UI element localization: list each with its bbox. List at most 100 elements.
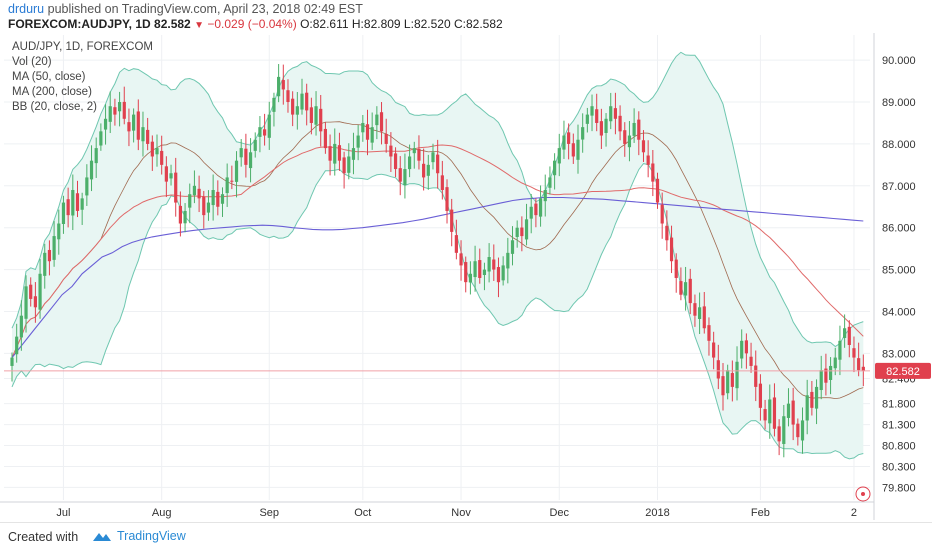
- candle: [38, 273, 42, 310]
- tradingview-cloud-icon: [93, 533, 111, 541]
- last-price-tag: [875, 362, 931, 379]
- candle: [323, 128, 327, 149]
- candle: [520, 227, 524, 237]
- ma200-line: [11, 196, 864, 358]
- candle: [351, 148, 356, 160]
- candle: [669, 237, 674, 262]
- candle: [744, 340, 748, 354]
- candle: [651, 163, 655, 182]
- candle: [693, 303, 697, 316]
- candle: [548, 177, 552, 188]
- legend-vol[interactable]: Vol (20): [12, 56, 52, 68]
- price-change: −0.029 (−0.04%): [207, 17, 297, 31]
- candle: [754, 365, 758, 387]
- candle: [641, 140, 646, 153]
- candle: [861, 366, 865, 371]
- candle: [309, 107, 313, 123]
- candle: [613, 108, 618, 119]
- candle: [777, 426, 781, 442]
- candle: [19, 315, 23, 338]
- y-tick-label: 87.000: [882, 181, 916, 193]
- candle: [730, 373, 734, 387]
- candle: [712, 342, 716, 358]
- ohlc-values: O:82.611 H:82.809 L:82.520 C:82.582: [300, 17, 503, 31]
- candle: [291, 98, 295, 115]
- candle: [529, 206, 533, 219]
- candle: [496, 267, 501, 283]
- candle: [585, 114, 589, 124]
- bollinger-band-fill: [12, 52, 864, 459]
- tradingview-logo[interactable]: TradingView: [90, 529, 186, 543]
- created-with-text: Created with: [8, 530, 79, 544]
- candle: [85, 177, 89, 196]
- x-tick-label: Oct: [354, 507, 371, 519]
- candle: [328, 146, 332, 161]
- candle: [188, 194, 192, 208]
- candle: [47, 249, 52, 262]
- y-tick-label: 79.800: [882, 482, 916, 494]
- candle: [847, 326, 851, 345]
- candle: [609, 106, 613, 122]
- candle: [450, 209, 454, 232]
- candle: [431, 152, 435, 163]
- candle: [805, 395, 809, 421]
- candle: [417, 148, 421, 161]
- candle: [398, 168, 402, 182]
- candle: [721, 376, 725, 396]
- candle: [136, 111, 140, 140]
- candle: [99, 131, 103, 146]
- candle: [576, 139, 580, 160]
- candle: [426, 164, 430, 176]
- candle: [295, 106, 299, 115]
- candle: [623, 130, 627, 144]
- down-triangle-icon: ▼: [194, 20, 204, 31]
- candle: [464, 262, 468, 283]
- candle: [393, 153, 398, 170]
- candle: [655, 178, 660, 203]
- candle: [216, 191, 220, 207]
- candle: [819, 370, 823, 391]
- candle: [342, 157, 346, 174]
- candle: [127, 122, 131, 132]
- candle: [407, 156, 412, 170]
- author-link[interactable]: drduru: [8, 2, 45, 16]
- candle: [487, 257, 491, 272]
- candle: [543, 190, 547, 202]
- candle: [379, 112, 384, 132]
- candle: [183, 210, 187, 224]
- candle: [356, 135, 360, 148]
- candle: [319, 108, 323, 132]
- candle: [581, 127, 585, 140]
- candle: [814, 386, 819, 409]
- price-chart[interactable]: 90.000 89.000 88.000 87.000 86.000 85.000 84.0…: [0, 33, 932, 522]
- candle: [843, 328, 847, 338]
- candle: [192, 185, 197, 196]
- candle: [679, 281, 683, 295]
- candle: [768, 399, 772, 424]
- candle: [618, 115, 622, 132]
- x-tick-label: 2: [851, 507, 857, 519]
- candle: [716, 360, 720, 379]
- candle: [262, 129, 267, 136]
- y-tick-label: 89.000: [882, 97, 916, 109]
- legend-ma200[interactable]: MA (200, close): [12, 86, 92, 98]
- candle: [272, 97, 276, 112]
- candle: [763, 409, 767, 421]
- candle: [567, 132, 571, 144]
- x-tick-label: Feb: [751, 507, 770, 519]
- candle: [281, 80, 285, 90]
- legend-bb[interactable]: BB (20, close, 2): [12, 101, 98, 113]
- candle: [43, 252, 47, 276]
- y-tick-label: 81.300: [882, 420, 916, 432]
- legend-ma50[interactable]: MA (50, close): [12, 71, 86, 83]
- candle: [440, 175, 444, 190]
- candle: [688, 278, 692, 304]
- candle: [24, 286, 28, 319]
- candle: [146, 129, 150, 144]
- candle: [234, 160, 239, 182]
- candle: [824, 368, 828, 383]
- candle: [492, 259, 496, 270]
- y-tick-label: 80.800: [882, 441, 916, 453]
- candle: [796, 423, 800, 438]
- candle: [239, 148, 243, 158]
